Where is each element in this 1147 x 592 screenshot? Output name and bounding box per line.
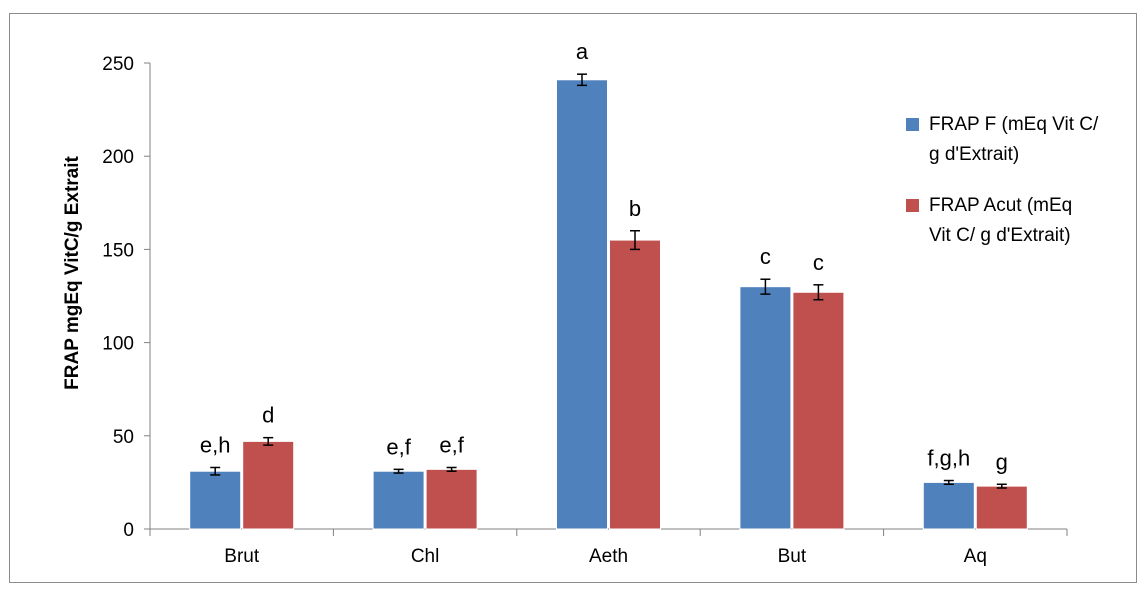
legend-entry: g d'Extrait) — [929, 144, 1019, 165]
x-tick-label: Brut — [224, 546, 260, 567]
data-label: e,h — [200, 432, 231, 457]
legend-entry: FRAP Acut (mEq — [929, 195, 1072, 216]
bar — [922, 481, 975, 530]
x-tick-label: Aq — [964, 546, 987, 567]
y-axis-label: FRAP mgEq VitC/g Extrait — [62, 155, 83, 389]
bar — [609, 239, 661, 530]
data-label: e,f — [439, 432, 464, 457]
data-label: g — [996, 449, 1008, 474]
x-tick-label: Chl — [411, 546, 440, 567]
legend-swatch — [906, 199, 919, 212]
bar — [425, 468, 478, 530]
bars — [189, 73, 1028, 530]
legend-swatch — [906, 118, 919, 131]
bar — [556, 79, 608, 530]
bar — [372, 470, 425, 530]
x-tick-label: Aeth — [589, 546, 628, 567]
data-label: c — [760, 244, 771, 269]
y-tick-label: 150 — [102, 240, 134, 261]
bar — [242, 440, 295, 530]
axes: 0 50 100 150 200 250 Brut Chl Aeth But Aq — [102, 54, 1068, 567]
legend-entry: Vit C/ g d'Extrait) — [929, 225, 1071, 246]
legend: FRAP F (mEq Vit C/g d'Extrait) FRAP Acut … — [906, 114, 1099, 246]
bar — [189, 470, 242, 530]
y-tick-label: 50 — [113, 427, 134, 448]
data-label: c — [813, 250, 824, 275]
data-label: f,g,h — [927, 446, 970, 471]
data-label: d — [262, 403, 274, 428]
legend-entry: FRAP F (mEq Vit C/ — [929, 114, 1099, 135]
bar — [975, 485, 1028, 530]
annotations: e,h d e,f e,f a b c c f,g,h g — [200, 39, 1008, 474]
x-tick-label: But — [778, 546, 807, 567]
bar — [739, 286, 792, 530]
y-tick-label: 250 — [102, 54, 134, 75]
data-label: e,f — [386, 434, 411, 459]
data-label: a — [576, 39, 589, 64]
data-label: b — [629, 196, 641, 221]
bar — [792, 291, 845, 530]
y-tick-label: 200 — [102, 147, 134, 168]
y-tick-label: 100 — [102, 334, 134, 355]
y-tick-label: 0 — [123, 520, 134, 541]
